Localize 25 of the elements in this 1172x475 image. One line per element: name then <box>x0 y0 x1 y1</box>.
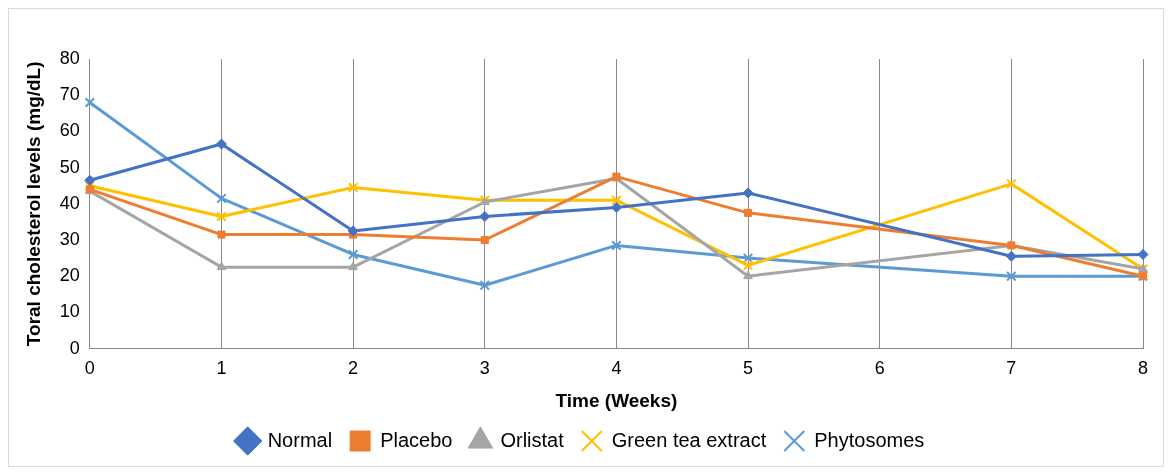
legend-label: Orlistat <box>500 428 565 451</box>
y-tick-label: 10 <box>59 301 80 322</box>
legend-label: Normal <box>267 428 333 451</box>
legend-label: Green tea extract <box>611 428 767 451</box>
y-tick-label: 70 <box>59 84 80 105</box>
y-tick-label: 20 <box>59 265 80 286</box>
x-tick-label: 3 <box>479 358 490 379</box>
x-tick-label: 5 <box>743 358 754 379</box>
y-tick-label: 40 <box>59 192 80 213</box>
y-tick-label: 60 <box>59 120 80 141</box>
x-tick-label: 7 <box>1006 358 1017 379</box>
y-tick-label: 80 <box>59 47 80 68</box>
legend-label: Placebo <box>380 428 453 451</box>
y-axis-title: Toral cholesterol levels (mg/dL) <box>22 61 44 347</box>
x-tick-label: 2 <box>348 358 359 379</box>
x-axis-title: Time (Weeks) <box>555 389 678 411</box>
y-tick-label: 0 <box>69 337 80 358</box>
x-tick-label: 4 <box>611 358 622 379</box>
x-tick-label: 0 <box>84 358 95 379</box>
y-tick-label: 30 <box>59 228 80 249</box>
y-tick-label: 50 <box>59 156 80 177</box>
legend-label: Phytosomes <box>814 428 925 451</box>
x-tick-label: 6 <box>874 358 885 379</box>
x-tick-label: 1 <box>216 358 227 379</box>
x-tick-label: 8 <box>1137 358 1149 379</box>
